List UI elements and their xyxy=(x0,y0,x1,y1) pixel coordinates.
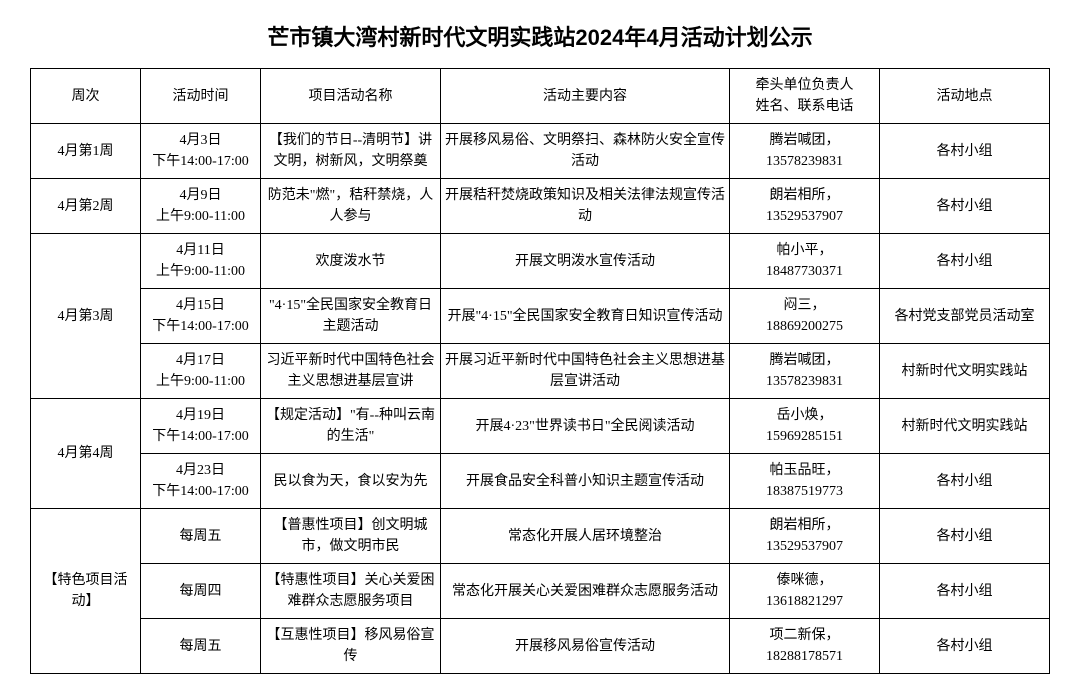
cell-week: 4月第3周 xyxy=(31,234,141,399)
cell-contact: 帕玉品旺，18387519773 xyxy=(730,454,880,509)
table-header-row: 周次 活动时间 项目活动名称 活动主要内容 牵头单位负责人姓名、联系电话 活动地… xyxy=(31,69,1050,124)
cell-contact: 项二新保，18288178571 xyxy=(730,619,880,674)
cell-content: 开展移风易俗、文明祭扫、森林防火安全宣传活动 xyxy=(441,124,730,179)
cell-week: 4月第1周 xyxy=(31,124,141,179)
cell-time: 每周五 xyxy=(141,619,261,674)
col-header-content: 活动主要内容 xyxy=(441,69,730,124)
cell-location: 各村党支部党员活动室 xyxy=(880,289,1050,344)
cell-time: 每周四 xyxy=(141,564,261,619)
page-title: 芒市镇大湾村新时代文明实践站2024年4月活动计划公示 xyxy=(30,20,1050,52)
cell-location: 各村小组 xyxy=(880,619,1050,674)
cell-name: "4·15"全民国家安全教育日主题活动 xyxy=(261,289,441,344)
cell-content: 开展文明泼水宣传活动 xyxy=(441,234,730,289)
cell-location: 各村小组 xyxy=(880,509,1050,564)
cell-contact: 腾岩喊团，13578239831 xyxy=(730,344,880,399)
table-row: 4月15日下午14:00-17:00 "4·15"全民国家安全教育日主题活动 开… xyxy=(31,289,1050,344)
table-row: 【特色项目活动】 每周五 【普惠性项目】创文明城市，做文明市民 常态化开展人居环… xyxy=(31,509,1050,564)
activity-plan-table: 周次 活动时间 项目活动名称 活动主要内容 牵头单位负责人姓名、联系电话 活动地… xyxy=(30,68,1050,674)
cell-time: 每周五 xyxy=(141,509,261,564)
cell-week: 【特色项目活动】 xyxy=(31,509,141,674)
cell-time: 4月17日上午9:00-11:00 xyxy=(141,344,261,399)
cell-time: 4月9日上午9:00-11:00 xyxy=(141,179,261,234)
cell-location: 各村小组 xyxy=(880,179,1050,234)
col-header-name: 项目活动名称 xyxy=(261,69,441,124)
table-row: 4月第4周 4月19日下午14:00-17:00 【规定活动】"有--种叫云南的… xyxy=(31,399,1050,454)
cell-location: 各村小组 xyxy=(880,124,1050,179)
col-header-location: 活动地点 xyxy=(880,69,1050,124)
table-row: 4月17日上午9:00-11:00 习近平新时代中国特色社会主义思想进基层宣讲 … xyxy=(31,344,1050,399)
cell-content: 开展食品安全科普小知识主题宣传活动 xyxy=(441,454,730,509)
table-row: 4月23日下午14:00-17:00 民以食为天，食以安为先 开展食品安全科普小… xyxy=(31,454,1050,509)
table-row: 每周四 【特惠性项目】关心关爱困难群众志愿服务项目 常态化开展关心关爱困难群众志… xyxy=(31,564,1050,619)
table-row: 4月第2周 4月9日上午9:00-11:00 防范未"燃"，秸秆禁烧，人人参与 … xyxy=(31,179,1050,234)
cell-time: 4月23日下午14:00-17:00 xyxy=(141,454,261,509)
cell-name: 【互惠性项目】移风易俗宣传 xyxy=(261,619,441,674)
cell-contact: 岳小焕，15969285151 xyxy=(730,399,880,454)
cell-location: 各村小组 xyxy=(880,564,1050,619)
cell-contact: 闷三，18869200275 xyxy=(730,289,880,344)
cell-week: 4月第2周 xyxy=(31,179,141,234)
table-body: 4月第1周 4月3日下午14:00-17:00 【我们的节日--清明节】讲文明，… xyxy=(31,124,1050,674)
cell-content: 开展秸秆焚烧政策知识及相关法律法规宣传活动 xyxy=(441,179,730,234)
cell-time: 4月19日下午14:00-17:00 xyxy=(141,399,261,454)
cell-name: 【我们的节日--清明节】讲文明，树新风，文明祭奠 xyxy=(261,124,441,179)
cell-location: 各村小组 xyxy=(880,454,1050,509)
cell-content: 开展"4·15"全民国家安全教育日知识宣传活动 xyxy=(441,289,730,344)
cell-content: 常态化开展人居环境整治 xyxy=(441,509,730,564)
cell-contact: 腾岩喊团，13578239831 xyxy=(730,124,880,179)
cell-time: 4月11日上午9:00-11:00 xyxy=(141,234,261,289)
cell-week: 4月第4周 xyxy=(31,399,141,509)
cell-contact: 傣咪德，13618821297 xyxy=(730,564,880,619)
cell-time: 4月15日下午14:00-17:00 xyxy=(141,289,261,344)
col-header-time: 活动时间 xyxy=(141,69,261,124)
cell-contact: 帕小平，18487730371 xyxy=(730,234,880,289)
cell-location: 各村小组 xyxy=(880,234,1050,289)
cell-name: 【规定活动】"有--种叫云南的生活" xyxy=(261,399,441,454)
cell-name: 习近平新时代中国特色社会主义思想进基层宣讲 xyxy=(261,344,441,399)
table-row: 4月第3周 4月11日上午9:00-11:00 欢度泼水节 开展文明泼水宣传活动… xyxy=(31,234,1050,289)
cell-name: 【普惠性项目】创文明城市，做文明市民 xyxy=(261,509,441,564)
cell-content: 开展4·23"世界读书日"全民阅读活动 xyxy=(441,399,730,454)
cell-name: 民以食为天，食以安为先 xyxy=(261,454,441,509)
cell-location: 村新时代文明实践站 xyxy=(880,344,1050,399)
cell-name: 防范未"燃"，秸秆禁烧，人人参与 xyxy=(261,179,441,234)
table-row: 每周五 【互惠性项目】移风易俗宣传 开展移风易俗宣传活动 项二新保，182881… xyxy=(31,619,1050,674)
cell-contact: 朗岩相所，13529537907 xyxy=(730,509,880,564)
cell-content: 开展移风易俗宣传活动 xyxy=(441,619,730,674)
col-header-contact: 牵头单位负责人姓名、联系电话 xyxy=(730,69,880,124)
cell-contact: 朗岩相所，13529537907 xyxy=(730,179,880,234)
cell-time: 4月3日下午14:00-17:00 xyxy=(141,124,261,179)
cell-location: 村新时代文明实践站 xyxy=(880,399,1050,454)
cell-name: 欢度泼水节 xyxy=(261,234,441,289)
cell-content: 常态化开展关心关爱困难群众志愿服务活动 xyxy=(441,564,730,619)
cell-content: 开展习近平新时代中国特色社会主义思想进基层宣讲活动 xyxy=(441,344,730,399)
table-row: 4月第1周 4月3日下午14:00-17:00 【我们的节日--清明节】讲文明，… xyxy=(31,124,1050,179)
col-header-week: 周次 xyxy=(31,69,141,124)
cell-name: 【特惠性项目】关心关爱困难群众志愿服务项目 xyxy=(261,564,441,619)
